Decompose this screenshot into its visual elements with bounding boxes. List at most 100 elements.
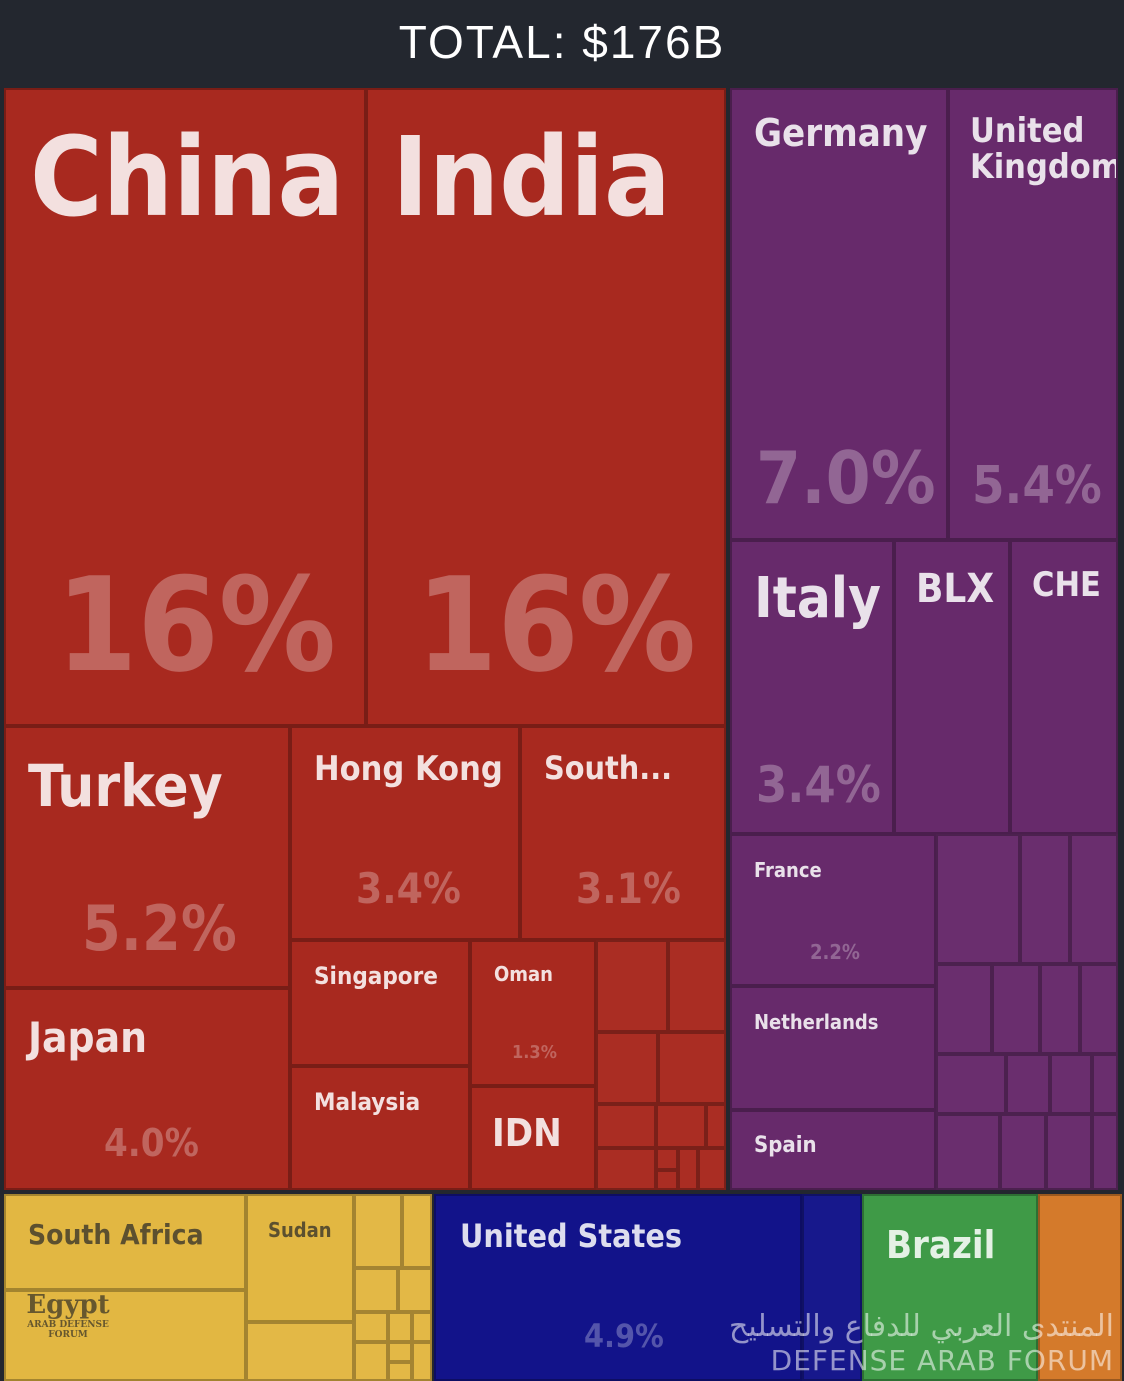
tile-label: BLX bbox=[916, 566, 995, 612]
tile-japan: Japan 4.0% bbox=[4, 988, 290, 1190]
tile-singapore: Singapore bbox=[290, 940, 470, 1066]
tile-small bbox=[596, 1104, 656, 1148]
tile-label: Malaysia bbox=[314, 1088, 421, 1116]
tile-small bbox=[656, 1148, 678, 1170]
tile-italy: Italy 3.4% bbox=[730, 540, 894, 834]
tile-small bbox=[1040, 964, 1080, 1054]
tile-small bbox=[706, 1104, 726, 1148]
tile-small bbox=[992, 964, 1040, 1054]
tile-small bbox=[936, 964, 992, 1054]
tile-small bbox=[1000, 1114, 1046, 1190]
tile-small bbox=[596, 1148, 656, 1190]
tile-spain: Spain bbox=[730, 1110, 936, 1190]
tile-label: South Africa bbox=[28, 1218, 204, 1251]
tile-small bbox=[1046, 1114, 1092, 1190]
tile-sudan: Sudan bbox=[246, 1194, 354, 1322]
tile-france: France 2.2% bbox=[730, 834, 936, 986]
tile-small bbox=[656, 1170, 678, 1190]
tile-label: Germany bbox=[754, 111, 928, 155]
tile-label: Spain bbox=[754, 1133, 817, 1158]
tile-india: India 16% bbox=[366, 88, 726, 726]
tile-small bbox=[1092, 1054, 1118, 1114]
tile-small bbox=[354, 1312, 388, 1342]
tile-small bbox=[388, 1342, 412, 1362]
chart-title: TOTAL: $176B bbox=[398, 16, 726, 68]
tile-blx: BLX bbox=[894, 540, 1010, 834]
tile-small bbox=[1050, 1054, 1092, 1114]
tile-small bbox=[802, 1194, 862, 1381]
tile-idn: IDN bbox=[470, 1086, 596, 1190]
tile-label: India bbox=[392, 113, 671, 241]
tile-small bbox=[1080, 964, 1118, 1054]
tile-value: 5.2% bbox=[82, 892, 237, 965]
tile-small bbox=[402, 1194, 432, 1268]
tile-label: United States bbox=[460, 1217, 683, 1255]
tile-small bbox=[668, 940, 726, 1032]
tile-germany: Germany 7.0% bbox=[730, 88, 948, 540]
tile-label: Turkey bbox=[28, 752, 223, 820]
tile-label: CHE bbox=[1032, 565, 1101, 605]
tile-value: 16% bbox=[56, 549, 336, 701]
tile-value: 4.9% bbox=[584, 1317, 664, 1355]
tile-small bbox=[246, 1322, 354, 1381]
tile-small bbox=[596, 1032, 658, 1104]
tile-small bbox=[412, 1312, 432, 1342]
tile-small bbox=[678, 1148, 698, 1190]
tile-small bbox=[1070, 834, 1118, 964]
tile-value: 2.2% bbox=[810, 940, 860, 964]
tile-small bbox=[354, 1342, 388, 1381]
tile-che: CHE bbox=[1010, 540, 1118, 834]
tile-small bbox=[698, 1148, 726, 1190]
tile-label: Sudan bbox=[268, 1218, 332, 1242]
tile-unlabeled bbox=[1038, 1194, 1122, 1381]
tile-value: 4.0% bbox=[104, 1121, 199, 1165]
tile-value: 3.4% bbox=[756, 756, 881, 814]
tile-egypt bbox=[4, 1290, 246, 1381]
tile-turkey: Turkey 5.2% bbox=[4, 726, 290, 988]
tile-south: South... 3.1% bbox=[520, 726, 726, 940]
tile-small bbox=[1020, 834, 1070, 964]
tile-small bbox=[596, 940, 668, 1032]
tile-south-africa: South Africa bbox=[4, 1194, 246, 1290]
tile-small bbox=[656, 1104, 706, 1148]
tile-small bbox=[388, 1362, 412, 1381]
tile-small bbox=[936, 834, 1020, 964]
tile-hong-kong: Hong Kong 3.4% bbox=[290, 726, 520, 940]
tile-oman: Oman 1.3% bbox=[470, 940, 596, 1086]
tile-label: France bbox=[754, 858, 822, 882]
tile-small bbox=[354, 1268, 398, 1312]
tile-label: Brazil bbox=[886, 1223, 996, 1267]
tile-netherlands: Netherlands bbox=[730, 986, 936, 1110]
tile-label: Hong Kong bbox=[314, 749, 503, 789]
tile-small bbox=[1006, 1054, 1050, 1114]
tile-label: IDN bbox=[492, 1111, 562, 1155]
tile-label: Oman bbox=[494, 962, 553, 986]
tile-small bbox=[398, 1268, 432, 1312]
tile-small bbox=[412, 1342, 432, 1381]
tile-small bbox=[936, 1114, 1000, 1190]
tile-small bbox=[936, 1054, 1006, 1114]
tile-small bbox=[354, 1194, 402, 1268]
tile-label: Netherlands bbox=[754, 1010, 879, 1034]
tile-united-kingdom: United Kingdom 5.4% bbox=[948, 88, 1118, 540]
tile-small bbox=[658, 1032, 726, 1104]
tile-label: China bbox=[30, 113, 345, 241]
tile-value: 3.4% bbox=[356, 864, 461, 913]
tile-united-states: United States 4.9% bbox=[434, 1194, 802, 1381]
tile-small bbox=[1092, 1114, 1118, 1190]
treemap: China 16% India 16% Turkey 5.2% Hong Kong 3.4% S… bbox=[0, 84, 1124, 1381]
tile-label: Japan bbox=[28, 1013, 147, 1062]
tile-label: Italy bbox=[754, 566, 881, 631]
tile-china: China 16% bbox=[4, 88, 366, 726]
tile-value: 1.3% bbox=[512, 1042, 557, 1063]
tile-brazil: Brazil bbox=[862, 1194, 1038, 1381]
tile-value: 5.4% bbox=[972, 456, 1102, 516]
tile-value: 16% bbox=[416, 549, 696, 701]
tile-label: Singapore bbox=[314, 962, 438, 990]
tile-value: 7.0% bbox=[756, 436, 936, 520]
tile-value: 3.1% bbox=[576, 864, 681, 913]
tile-label: United Kingdom bbox=[970, 111, 1118, 187]
tile-label: South... bbox=[544, 749, 673, 787]
tile-malaysia: Malaysia bbox=[290, 1066, 470, 1190]
tile-small bbox=[388, 1312, 412, 1342]
